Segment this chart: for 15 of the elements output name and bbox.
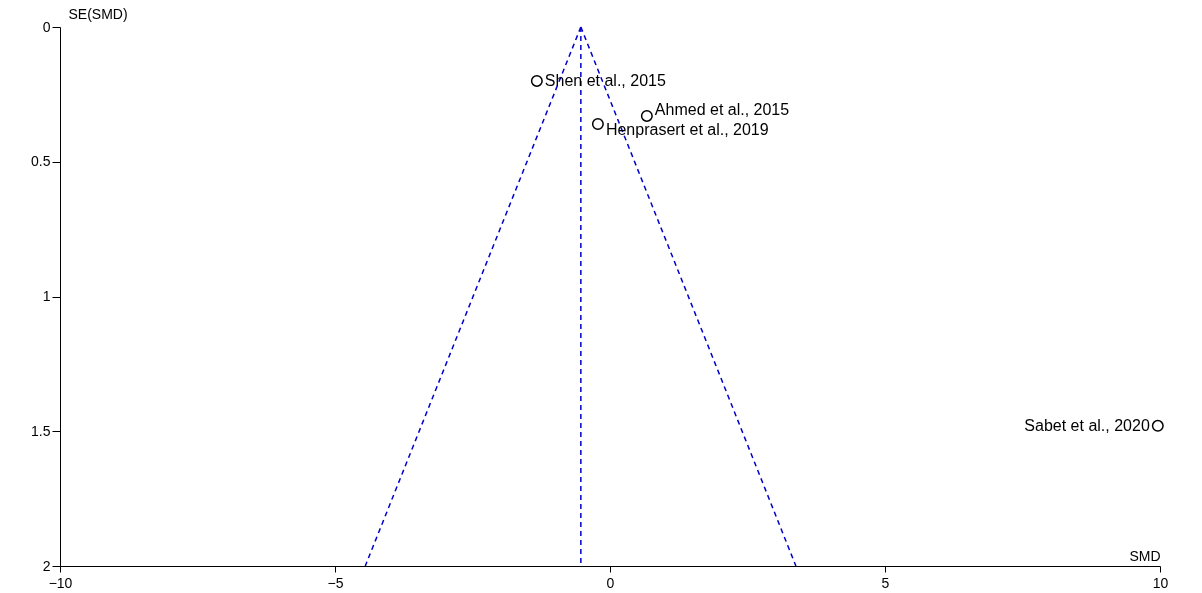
x-tick-label: −10 bbox=[48, 574, 73, 591]
x-axis-title: SMD bbox=[1129, 547, 1161, 564]
annotation: Henprasert et al., 2019 bbox=[605, 120, 769, 138]
y-tick-label: 1 bbox=[42, 288, 51, 304]
y-tick-label: 2 bbox=[42, 557, 51, 574]
annotation: Ahmed et al., 2015 bbox=[654, 100, 790, 118]
y-tick-label: 0.5 bbox=[31, 153, 51, 170]
annotation: Sabet et al., 2020 bbox=[1024, 416, 1150, 434]
x-tick-label: 0 bbox=[606, 574, 615, 591]
y-tick-label: 1.5 bbox=[31, 422, 51, 439]
x-tick-label: 10 bbox=[1152, 574, 1169, 591]
x-tick-label: −5 bbox=[327, 574, 344, 591]
x-tick-label: 5 bbox=[881, 574, 890, 591]
y-axis-title: SE(SMD) bbox=[68, 5, 128, 22]
y-tick-label: 0 bbox=[42, 18, 51, 35]
